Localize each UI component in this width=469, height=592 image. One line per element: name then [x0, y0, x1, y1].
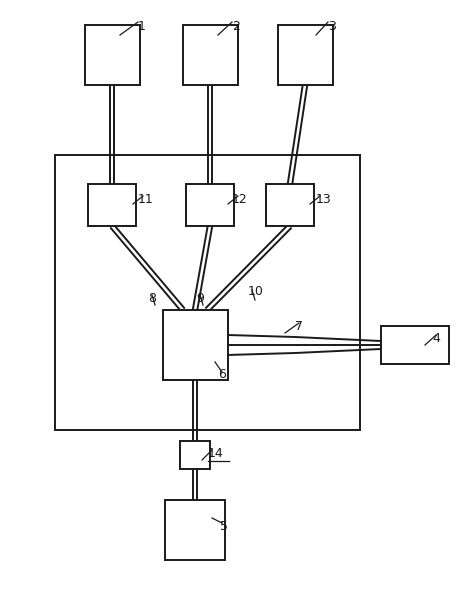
Text: 4: 4 — [432, 332, 440, 345]
Bar — [88, 184, 136, 226]
Bar — [180, 441, 210, 469]
Bar — [278, 25, 333, 85]
Text: 6: 6 — [218, 368, 226, 381]
Text: 10: 10 — [248, 285, 264, 298]
Bar — [182, 25, 237, 85]
Bar — [162, 310, 227, 380]
Text: 5: 5 — [220, 520, 228, 533]
Text: 3: 3 — [328, 20, 336, 33]
Text: 14: 14 — [208, 447, 224, 460]
Bar — [84, 25, 139, 85]
Bar — [55, 155, 360, 430]
Text: 9: 9 — [196, 292, 204, 305]
Bar — [165, 500, 225, 560]
Bar — [186, 184, 234, 226]
Text: 12: 12 — [232, 193, 248, 206]
Text: 1: 1 — [138, 20, 146, 33]
Text: 2: 2 — [232, 20, 240, 33]
Text: 7: 7 — [295, 320, 303, 333]
Bar — [266, 184, 314, 226]
Text: 8: 8 — [148, 292, 156, 305]
Text: 11: 11 — [138, 193, 154, 206]
Bar — [381, 326, 449, 364]
Text: 13: 13 — [316, 193, 332, 206]
